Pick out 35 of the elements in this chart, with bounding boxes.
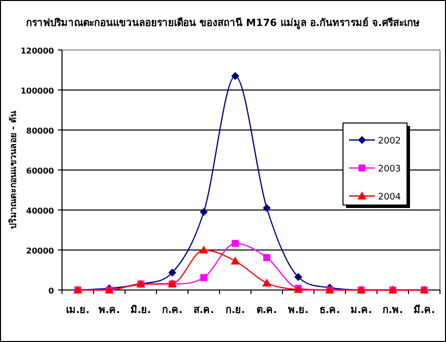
- x-tick-label: พ.ย.: [288, 305, 309, 316]
- point: [294, 273, 302, 281]
- chart-title: กราฟปริมาณตะกอนแขวนลอยรายเดือน ของสถานี M176 แม่มูล อ.กันทรารมย์ จ.ศรีสะเกษ: [26, 17, 420, 30]
- y-tick-label: 40000: [26, 206, 54, 216]
- y-tick-label: 20000: [26, 246, 54, 256]
- point: [262, 204, 271, 212]
- x-tick-label: พ.ค.: [98, 305, 120, 316]
- point: [199, 246, 208, 254]
- point: [232, 240, 239, 247]
- x-tick-label: ก.ย.: [225, 305, 246, 316]
- y-axis-title: ปริมาณตะกอนแขวนลอย - ตัน: [8, 110, 19, 230]
- point: [230, 256, 240, 264]
- x-tick-label: มิ.ย.: [130, 304, 152, 316]
- y-tick-label: 60000: [26, 166, 54, 176]
- point: [200, 274, 208, 282]
- x-tick-label: มี.ค.: [413, 304, 436, 316]
- legend-label: 2003: [378, 164, 401, 174]
- point: [262, 278, 272, 286]
- y-tick-label: 120000: [20, 46, 54, 56]
- x-tick-label: ก.พ.: [382, 305, 404, 316]
- y-tick-label: 100000: [20, 86, 54, 96]
- point: [231, 72, 240, 80]
- legend-label: 2002: [378, 136, 401, 146]
- x-tick-label: ธ.ค.: [319, 305, 340, 316]
- point: [200, 208, 208, 216]
- point: [263, 254, 270, 262]
- point: [168, 268, 176, 277]
- y-tick-label: 0: [48, 286, 54, 296]
- legend-label: 2004: [378, 192, 402, 202]
- x-tick-label: ต.ค.: [256, 305, 278, 316]
- x-tick-label: ม.ค.: [350, 305, 372, 316]
- x-tick-label: เม.ย.: [66, 305, 90, 316]
- x-tick-label: ก.ค.: [162, 305, 183, 316]
- y-tick-label: 80000: [26, 126, 54, 136]
- x-tick-label: ส.ค.: [193, 305, 214, 316]
